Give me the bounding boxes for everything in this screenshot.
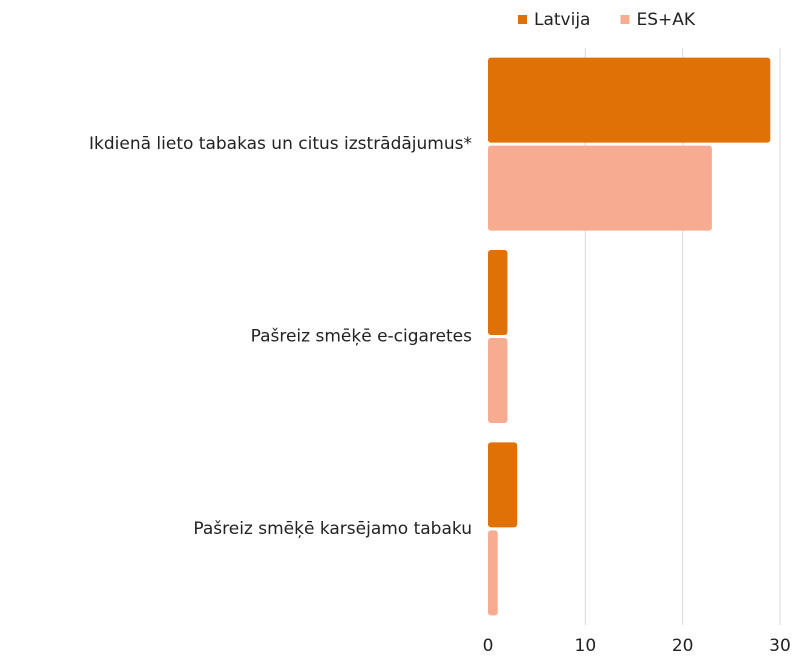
category-label: Pašreiz smēķē e-cigaretes <box>251 327 473 347</box>
x-tick-label: 10 <box>575 636 597 656</box>
x-tick-label: 0 <box>483 636 494 656</box>
category-label: Pašreiz smēķē karsējamo tabaku <box>193 519 472 539</box>
x-tick-label: 20 <box>672 636 694 656</box>
legend-swatch <box>620 15 630 24</box>
legend-label: Latvija <box>534 10 590 30</box>
bar <box>488 57 771 143</box>
category-label: Ikdienā lieto tabakas un citus izstrādāj… <box>89 134 472 154</box>
bar <box>488 250 508 335</box>
bar <box>488 338 508 423</box>
bar <box>488 442 518 528</box>
x-tick-label: 30 <box>769 636 791 656</box>
legend-label: ES+AK <box>636 10 695 30</box>
bar <box>488 145 712 231</box>
legend-swatch <box>518 15 527 24</box>
bar <box>488 530 498 616</box>
